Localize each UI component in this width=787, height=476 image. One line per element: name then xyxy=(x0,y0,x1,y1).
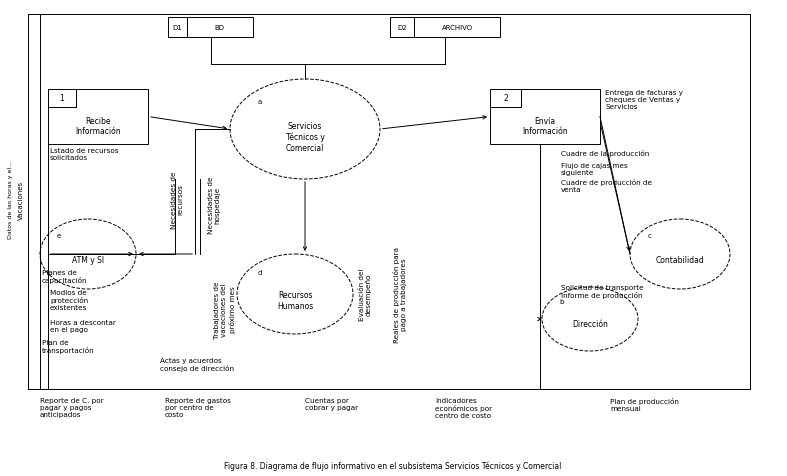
Text: Planes de
capacitación: Planes de capacitación xyxy=(42,269,87,284)
Bar xyxy=(48,90,148,145)
Text: Contabilidad: Contabilidad xyxy=(656,255,704,264)
Text: Vacaciones: Vacaciones xyxy=(18,180,24,219)
Text: Cuentas por
cobrar y pagar: Cuentas por cobrar y pagar xyxy=(305,397,358,410)
Text: Recibe
Información: Recibe Información xyxy=(76,116,121,136)
Text: ATM y SI: ATM y SI xyxy=(72,255,104,264)
Text: Horas a descontar
en el pago: Horas a descontar en el pago xyxy=(50,319,116,332)
Ellipse shape xyxy=(237,255,353,334)
Text: c: c xyxy=(648,232,652,238)
Text: a: a xyxy=(258,99,262,105)
Text: Necesidades de
hospedaje: Necesidades de hospedaje xyxy=(208,176,220,233)
Text: ARCHIVO: ARCHIVO xyxy=(442,25,473,31)
Text: Cuadre de producción de
venta: Cuadre de producción de venta xyxy=(561,178,652,193)
Bar xyxy=(490,90,600,145)
Text: Modios de
protección
existentes: Modios de protección existentes xyxy=(50,289,88,310)
Text: 1: 1 xyxy=(60,94,65,103)
Text: Reporte de gastos
por centro de
costo: Reporte de gastos por centro de costo xyxy=(165,397,231,417)
Text: Datos de las horas y el...: Datos de las horas y el... xyxy=(8,160,13,238)
Text: 2: 2 xyxy=(503,94,508,103)
Text: Envía
Información: Envía Información xyxy=(523,116,567,136)
Text: D2: D2 xyxy=(397,25,407,31)
Text: Indicadores
económicos por
centro de costo: Indicadores económicos por centro de cos… xyxy=(435,397,492,418)
Text: Lstado de recursos
solicitados: Lstado de recursos solicitados xyxy=(50,148,119,161)
Text: Evaluación del
desempeño: Evaluación del desempeño xyxy=(359,268,371,320)
Text: Plan de producción
mensual: Plan de producción mensual xyxy=(610,397,679,411)
Text: Recursos
Humanos: Recursos Humanos xyxy=(277,291,313,310)
Text: Reales de producción para
pago a trabajadores: Reales de producción para pago a trabaja… xyxy=(393,247,407,342)
Text: Reporte de C. por
pagar y pagos
anticipados: Reporte de C. por pagar y pagos anticipa… xyxy=(40,397,104,417)
Text: Figura 8. Diagrama de flujo informativo en el subsistema Servicios Técnicos y Co: Figura 8. Diagrama de flujo informativo … xyxy=(224,461,562,470)
Text: Solicitud de transporte
Informe de producción: Solicitud de transporte Informe de produ… xyxy=(561,284,644,298)
Ellipse shape xyxy=(230,80,380,179)
Text: Actas y acuerdos
consejo de dirección: Actas y acuerdos consejo de dirección xyxy=(160,357,234,371)
Text: d: d xyxy=(258,269,262,276)
Text: Servicios
Técnicos y
Comercial: Servicios Técnicos y Comercial xyxy=(286,122,324,152)
Bar xyxy=(390,18,500,38)
Text: Entrega de facturas y
cheques de Ventas y
Servicios: Entrega de facturas y cheques de Ventas … xyxy=(605,90,683,110)
Bar xyxy=(168,18,253,38)
Text: Necesidades de
recursos: Necesidades de recursos xyxy=(171,171,183,228)
Text: Trabajadores de
vacaciones del
próximo mes: Trabajadores de vacaciones del próximo m… xyxy=(214,281,235,338)
Text: Dirección: Dirección xyxy=(572,319,608,328)
Ellipse shape xyxy=(40,219,136,289)
Ellipse shape xyxy=(630,219,730,289)
Ellipse shape xyxy=(542,288,638,351)
Text: Flujo de cajas mes
siguiente: Flujo de cajas mes siguiente xyxy=(561,163,628,176)
Text: Cuadre de la producción: Cuadre de la producción xyxy=(561,149,649,157)
Text: b: b xyxy=(559,299,563,305)
Text: BD: BD xyxy=(215,25,225,31)
Text: D1: D1 xyxy=(172,25,183,31)
Text: e: e xyxy=(57,232,61,238)
Text: Plan de
transportación: Plan de transportación xyxy=(42,339,94,354)
